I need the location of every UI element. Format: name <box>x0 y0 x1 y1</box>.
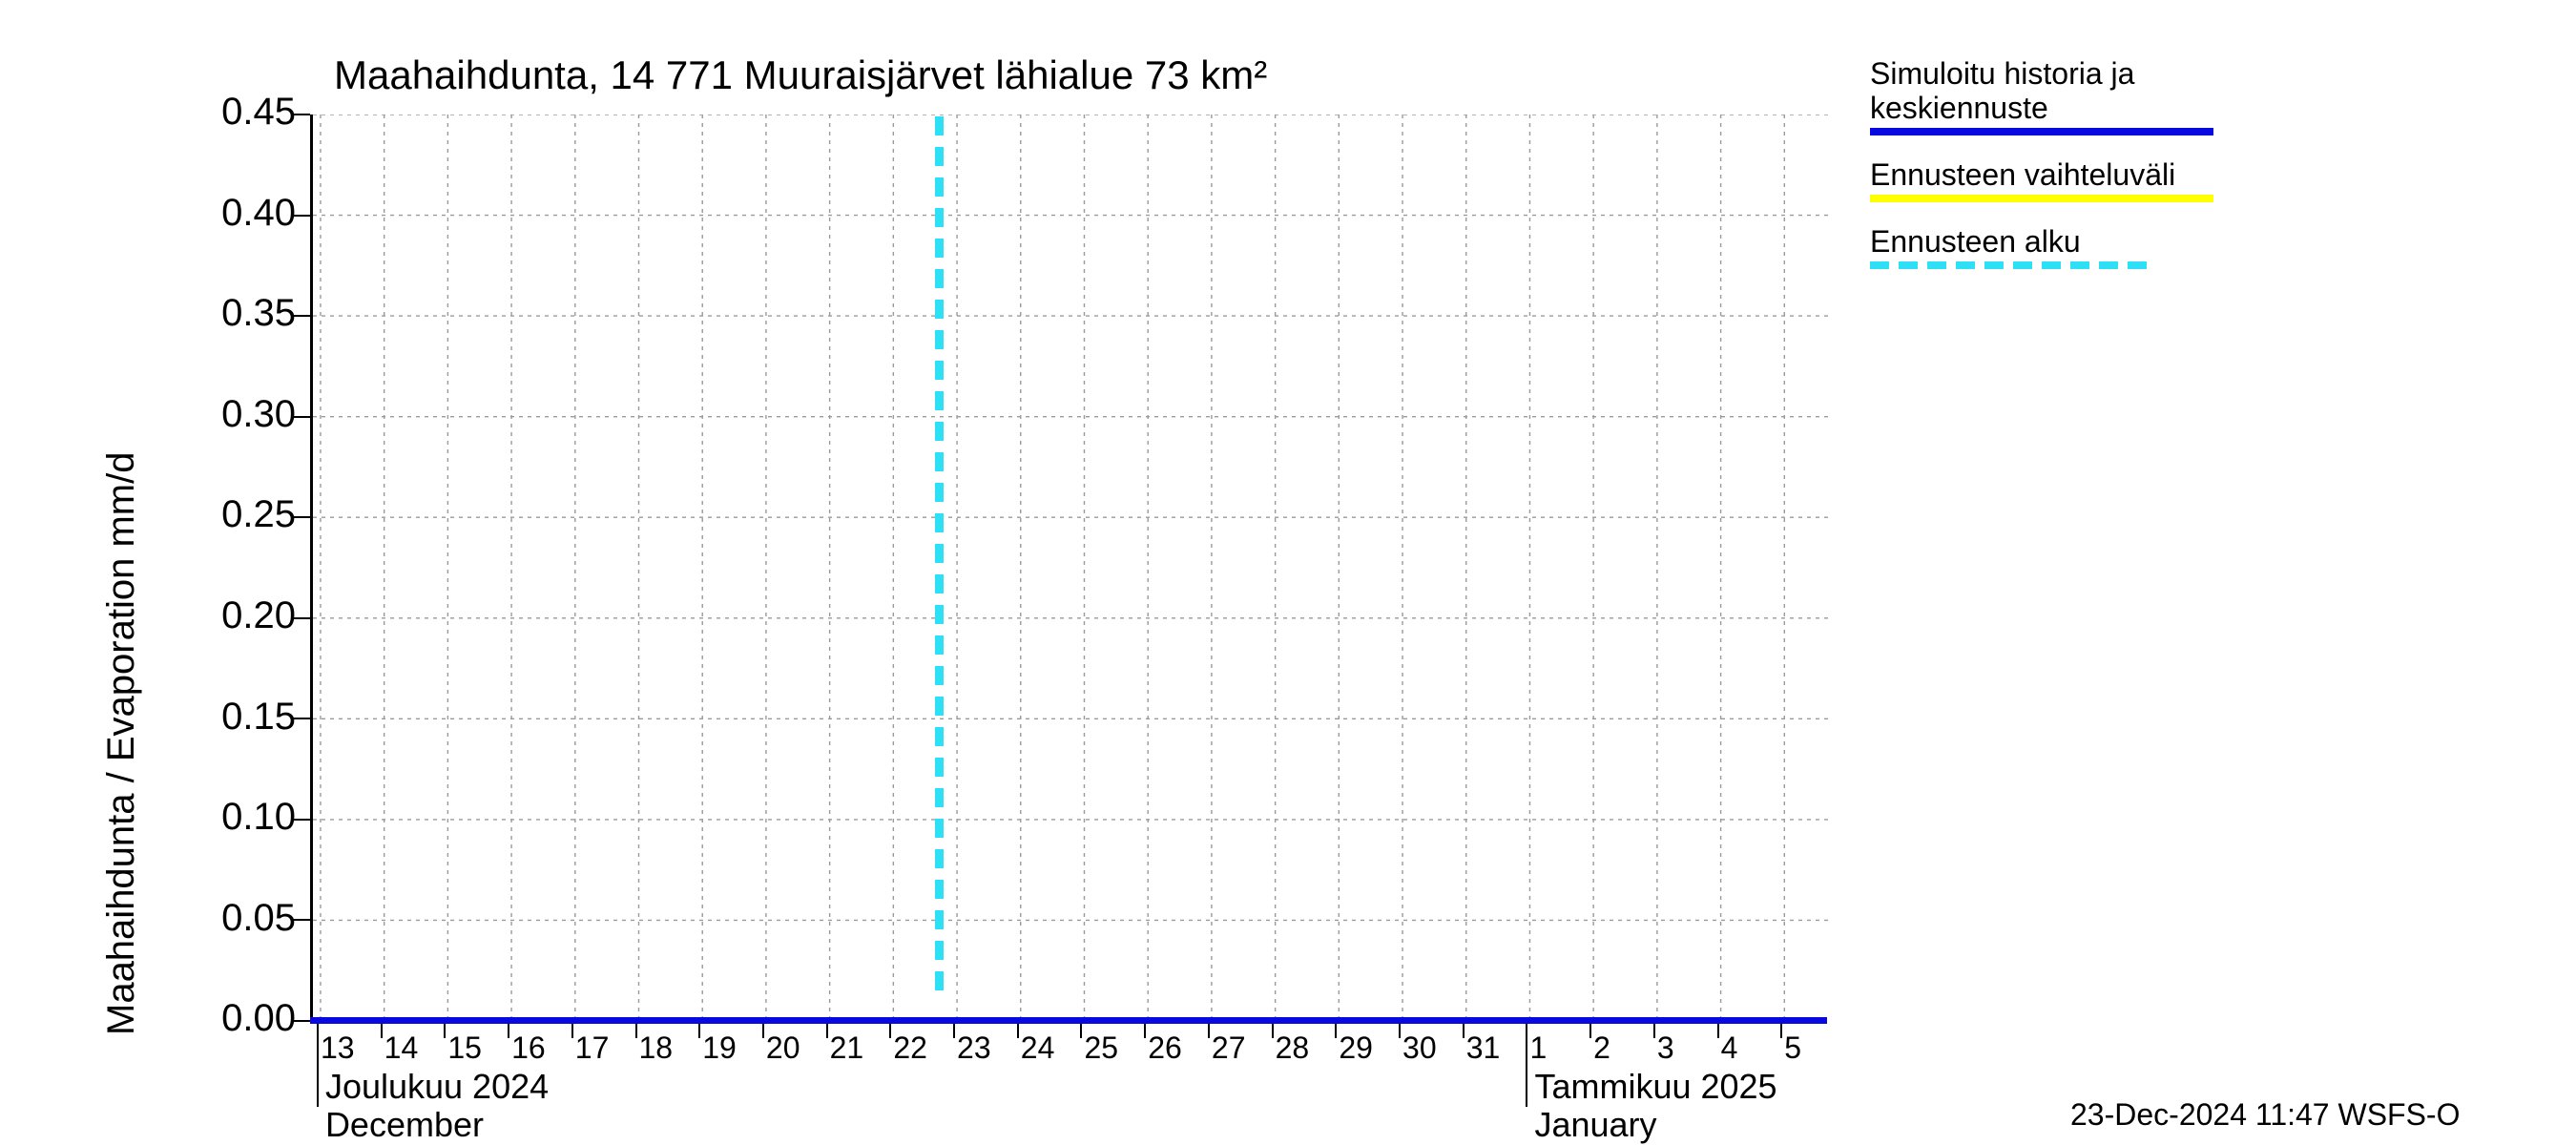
legend-swatch <box>1870 195 2213 202</box>
x-tick-mark <box>1653 1021 1655 1038</box>
y-tick-mark <box>291 1020 310 1022</box>
y-tick-mark <box>291 718 310 719</box>
x-tick-mark <box>698 1021 700 1038</box>
month-label: January <box>1534 1105 1656 1145</box>
footer-timestamp: 23-Dec-2024 11:47 WSFS-O <box>2070 1097 2460 1133</box>
y-tick-mark <box>291 215 310 217</box>
x-tick-label: 31 <box>1466 1030 1501 1066</box>
x-tick-label: 22 <box>893 1030 927 1066</box>
y-tick-label: 0.00 <box>181 997 296 1040</box>
y-tick-label: 0.25 <box>181 493 296 536</box>
y-tick-label: 0.05 <box>181 897 296 940</box>
x-tick-mark <box>1335 1021 1337 1038</box>
x-tick-label: 16 <box>511 1030 546 1066</box>
y-tick-mark <box>291 819 310 821</box>
y-tick-mark <box>291 114 310 115</box>
chart-grid <box>313 114 1830 1021</box>
x-tick-mark <box>826 1021 828 1038</box>
series-history-mean <box>310 1017 1827 1024</box>
x-tick-mark <box>635 1021 637 1038</box>
chart-title: Maahaihdunta, 14 771 Muuraisjärvet lähia… <box>334 52 1267 98</box>
y-tick-mark <box>291 315 310 317</box>
y-tick-label: 0.20 <box>181 594 296 637</box>
plot-area <box>310 114 1827 1021</box>
x-tick-label: 26 <box>1148 1030 1182 1066</box>
x-tick-mark <box>381 1021 383 1038</box>
x-tick-label: 4 <box>1721 1030 1738 1066</box>
y-tick-label: 0.30 <box>181 393 296 436</box>
month-boundary-tick <box>317 1021 319 1107</box>
legend-label: keskiennuste <box>1870 92 2048 125</box>
x-tick-label: 13 <box>321 1030 355 1066</box>
legend-swatch <box>1870 128 2213 135</box>
month-label: Joulukuu 2024 <box>325 1067 549 1107</box>
x-tick-label: 28 <box>1276 1030 1310 1066</box>
y-tick-mark <box>291 919 310 921</box>
x-tick-mark <box>1717 1021 1719 1038</box>
x-tick-mark <box>1463 1021 1465 1038</box>
forecast-start-line <box>935 116 944 1019</box>
x-tick-label: 19 <box>702 1030 737 1066</box>
legend-label: Ennusteen vaihteluväli <box>1870 158 2175 192</box>
month-label: Tammikuu 2025 <box>1534 1067 1776 1107</box>
y-tick-mark <box>291 416 310 418</box>
y-tick-label: 0.40 <box>181 192 296 235</box>
legend-swatch <box>1870 261 2213 271</box>
x-tick-label: 20 <box>766 1030 800 1066</box>
x-tick-label: 24 <box>1021 1030 1055 1066</box>
x-tick-mark <box>1080 1021 1082 1038</box>
y-tick-mark <box>291 617 310 619</box>
y-tick-mark <box>291 516 310 518</box>
legend-label: Ennusteen alku <box>1870 225 2081 259</box>
x-tick-label: 17 <box>575 1030 610 1066</box>
month-label: December <box>325 1105 484 1145</box>
x-tick-mark <box>1144 1021 1146 1038</box>
x-tick-label: 18 <box>639 1030 674 1066</box>
x-tick-label: 27 <box>1212 1030 1246 1066</box>
x-tick-mark <box>1272 1021 1274 1038</box>
x-tick-mark <box>1399 1021 1401 1038</box>
x-tick-label: 30 <box>1402 1030 1437 1066</box>
x-tick-label: 1 <box>1529 1030 1547 1066</box>
x-tick-mark <box>953 1021 955 1038</box>
x-tick-mark <box>508 1021 509 1038</box>
x-tick-mark <box>1017 1021 1019 1038</box>
y-axis-label: Maahaihdunta / Evaporation mm/d <box>100 452 143 1035</box>
x-tick-mark <box>571 1021 573 1038</box>
x-tick-label: 25 <box>1084 1030 1118 1066</box>
x-tick-mark <box>1208 1021 1210 1038</box>
x-tick-mark <box>444 1021 446 1038</box>
x-tick-label: 23 <box>957 1030 991 1066</box>
y-tick-label: 0.35 <box>181 292 296 335</box>
chart-stage: Maahaihdunta, 14 771 Muuraisjärvet lähia… <box>0 0 2576 1145</box>
x-tick-mark <box>1589 1021 1591 1038</box>
x-tick-mark <box>762 1021 764 1038</box>
y-tick-label: 0.10 <box>181 796 296 839</box>
y-tick-label: 0.45 <box>181 91 296 134</box>
x-tick-mark <box>889 1021 891 1038</box>
x-tick-label: 15 <box>447 1030 482 1066</box>
month-boundary-tick <box>1526 1021 1527 1107</box>
x-tick-label: 14 <box>384 1030 419 1066</box>
legend-label: Simuloitu historia ja <box>1870 57 2134 91</box>
x-tick-label: 21 <box>830 1030 864 1066</box>
x-tick-label: 3 <box>1657 1030 1674 1066</box>
y-tick-label: 0.15 <box>181 696 296 739</box>
x-tick-label: 29 <box>1339 1030 1373 1066</box>
x-tick-mark <box>1780 1021 1782 1038</box>
x-tick-label: 5 <box>1784 1030 1801 1066</box>
x-tick-label: 2 <box>1593 1030 1610 1066</box>
